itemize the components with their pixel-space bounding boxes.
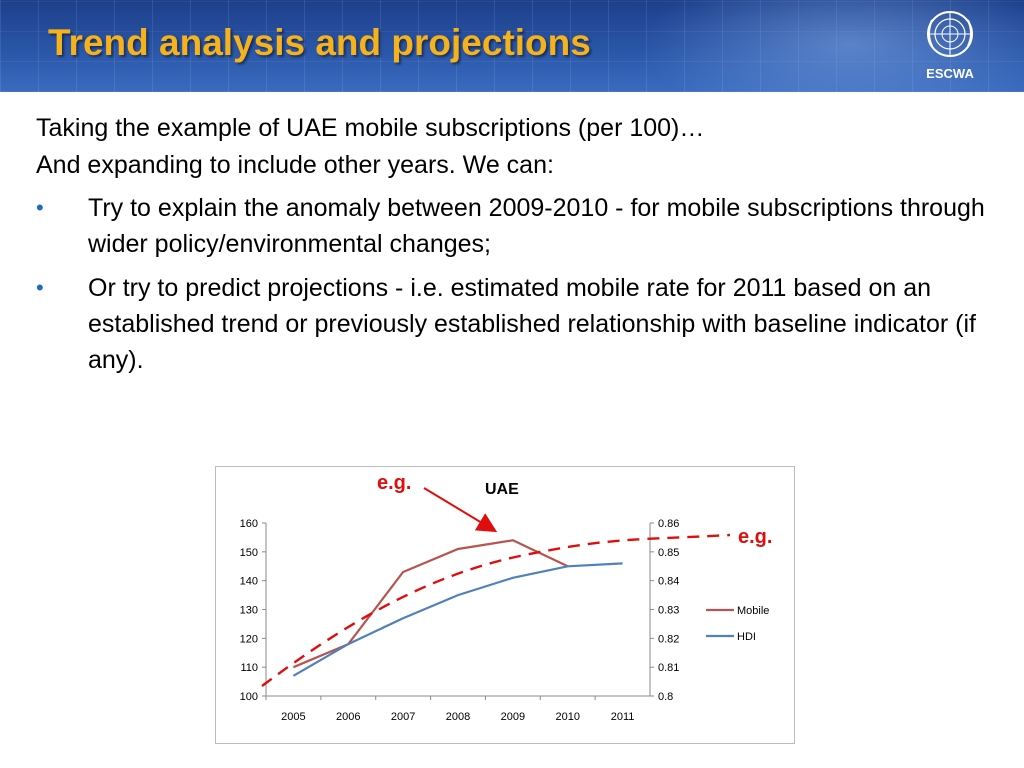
legend-label: HDI: [737, 631, 756, 643]
x-tick-label: 2005: [281, 711, 305, 723]
y-tick-label: 160: [240, 518, 258, 530]
y2-tick-label: 0.83: [658, 605, 679, 617]
bullet-list: • Try to explain the anomaly between 200…: [36, 190, 986, 378]
slide-content: Taking the example of UAE mobile subscri…: [36, 110, 986, 386]
bullet-icon: •: [36, 195, 44, 220]
x-tick-label: 2010: [555, 711, 579, 723]
series-line-hdi: [292, 562, 623, 677]
chart-container: 100 110 120 130 140 150 160 0.8 0.81 0.82 0.83 0.84…: [215, 466, 795, 744]
bullet-item: • Try to explain the anomaly between 200…: [36, 190, 986, 262]
y2-tick-label: 0.86: [658, 518, 679, 530]
x-tick-label: 2006: [336, 711, 360, 723]
eg-label: e.g.: [738, 526, 773, 548]
y-tick-label: 130: [240, 605, 258, 617]
y-tick-label: 140: [240, 576, 258, 588]
line-chart: 100 110 120 130 140 150 160 0.8 0.81 0.82 0.83 0.84…: [240, 518, 770, 723]
un-emblem-icon: [927, 11, 973, 57]
intro-text: Taking the example of UAE mobile subscri…: [36, 110, 986, 184]
x-tick-label: 2008: [446, 711, 470, 723]
slide-header: Trend analysis and projections ESCWA: [0, 0, 1024, 92]
y2-tick-label: 0.85: [658, 547, 679, 559]
intro-line-2: And expanding to include other years. We…: [36, 151, 554, 179]
series-line-mobile: [292, 539, 569, 669]
intro-line-1: Taking the example of UAE mobile subscri…: [36, 114, 705, 142]
y-tick-label: 120: [240, 633, 258, 645]
bullet-text: Try to explain the anomaly between 2009-…: [88, 194, 985, 258]
bullet-icon: •: [36, 275, 44, 300]
slide-title: Trend analysis and projections: [48, 22, 591, 63]
y-tick-label: 150: [240, 547, 258, 559]
bullet-item: • Or try to predict projections - i.e. e…: [36, 270, 986, 378]
x-tick-label: 2011: [611, 711, 635, 723]
eg-label: e.g.: [377, 472, 412, 494]
chart-title: UAE: [485, 481, 519, 498]
escwa-logo: ESCWA: [912, 6, 988, 90]
legend-label: Mobile: [737, 605, 769, 617]
y2-tick-label: 0.8: [658, 691, 673, 703]
y2-tick-label: 0.82: [658, 633, 679, 645]
y-tick-label: 110: [240, 662, 258, 674]
logo-text: ESCWA: [926, 66, 974, 81]
x-tick-label: 2007: [391, 711, 415, 723]
y-tick-label: 100: [240, 691, 258, 703]
bullet-text: Or try to predict projections - i.e. est…: [88, 274, 976, 374]
y2-tick-label: 0.84: [658, 576, 679, 588]
y2-tick-label: 0.81: [658, 662, 679, 674]
x-tick-label: 2009: [501, 711, 525, 723]
